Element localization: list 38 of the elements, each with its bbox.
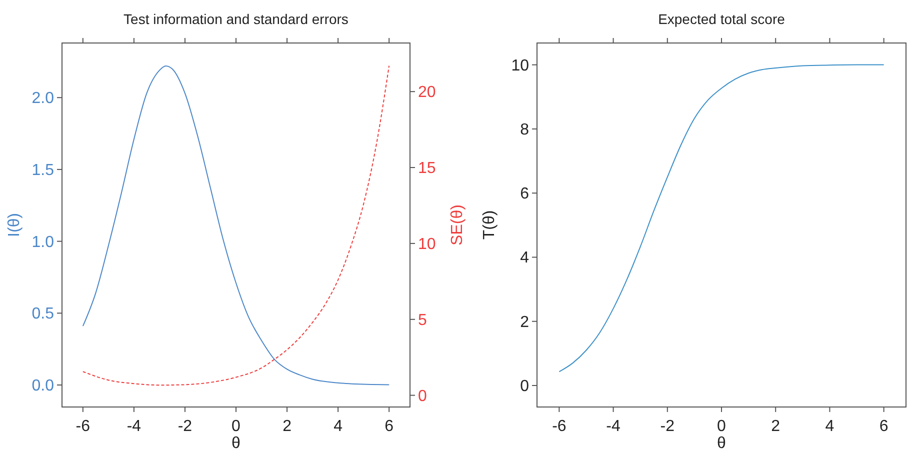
y-tick-label: 8 xyxy=(520,121,530,138)
x-tick-label: -6 xyxy=(76,418,90,435)
chart-title: Expected total score xyxy=(658,11,786,27)
x-tick-label: 2 xyxy=(282,418,292,435)
y2-axis-title: SE(θ) xyxy=(449,204,466,246)
y-tick-label: 0.5 xyxy=(32,306,54,323)
y-tick-label: 4 xyxy=(520,250,530,267)
x-tick-label: -4 xyxy=(606,418,620,435)
y-axis-title: I(θ) xyxy=(6,213,23,237)
y-tick-label: 2 xyxy=(520,314,530,331)
y-axis-title: T(θ) xyxy=(481,210,498,240)
y-tick-label: 0.0 xyxy=(32,378,54,395)
y2-tick-label: 20 xyxy=(418,84,436,102)
x-tick-label: -2 xyxy=(660,418,675,435)
y2-tick-label: 15 xyxy=(418,160,436,178)
x-axis-title: θ xyxy=(717,435,726,449)
x-tick-label: -4 xyxy=(126,418,142,435)
y2-tick-label: 5 xyxy=(418,312,427,329)
x-tick-label: 4 xyxy=(334,418,343,435)
y-tick-label: 1.0 xyxy=(32,234,54,251)
x-tick-label: 6 xyxy=(384,418,394,435)
y-tick-label: 10 xyxy=(511,57,530,74)
x-tick-label: 6 xyxy=(879,418,888,435)
y-tick-label: 0 xyxy=(520,378,530,396)
x-tick-label: -6 xyxy=(552,418,566,435)
x-tick-label: 4 xyxy=(825,418,834,435)
y-tick-label: 6 xyxy=(520,186,530,203)
x-tick-label: 0 xyxy=(717,418,726,435)
line-series xyxy=(558,64,884,372)
y2-tick-label: 10 xyxy=(418,236,436,253)
chart-title: Test information and standard errors xyxy=(124,11,348,27)
x-axis-title: θ xyxy=(232,435,241,449)
y-tick-label: 2.0 xyxy=(32,90,54,108)
y2-tick-label: 0 xyxy=(418,388,427,405)
x-tick-label: -2 xyxy=(178,418,192,435)
y-tick-label: 1.5 xyxy=(32,162,54,179)
x-tick-label: 0 xyxy=(232,418,241,435)
x-tick-label: 2 xyxy=(771,418,780,435)
